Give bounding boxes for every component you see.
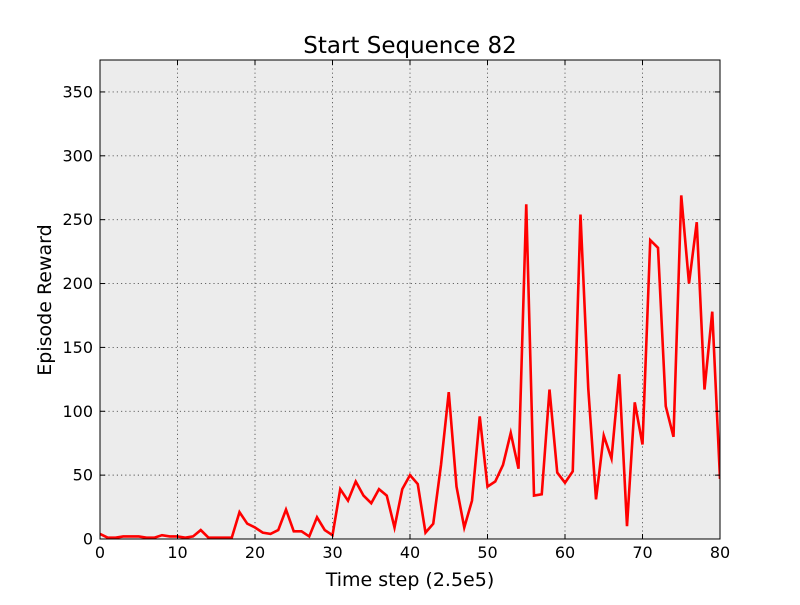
x-tick-label: 20 [245, 543, 265, 562]
x-tick-label: 30 [322, 543, 342, 562]
chart-title: Start Sequence 82 [303, 33, 517, 59]
x-tick-label: 10 [167, 543, 187, 562]
x-tick-label: 0 [95, 543, 105, 562]
x-tick-label: 60 [555, 543, 575, 562]
y-tick-label: 350 [62, 82, 93, 101]
y-tick-label: 0 [83, 530, 93, 549]
x-tick-label: 40 [400, 543, 420, 562]
y-tick-label: 250 [62, 210, 93, 229]
x-tick-label: 70 [632, 543, 652, 562]
y-tick-label: 50 [73, 466, 93, 485]
y-tick-label: 200 [62, 274, 93, 293]
y-tick-label: 300 [62, 146, 93, 165]
grid-lines [100, 60, 720, 539]
axis-ticks: 0 10 20 30 40 50 60 70 80 0 50 100 150 200 250 300 350 [62, 60, 730, 562]
x-axis-label: Time step (2.5e5) [325, 569, 495, 591]
x-tick-label: 50 [477, 543, 497, 562]
series-layer [100, 195, 720, 539]
y-tick-label: 150 [62, 338, 93, 357]
y-axis-label: Episode Reward [34, 224, 56, 375]
x-tick-label: 80 [710, 543, 730, 562]
y-tick-label: 100 [62, 402, 93, 421]
series-line [100, 195, 720, 539]
